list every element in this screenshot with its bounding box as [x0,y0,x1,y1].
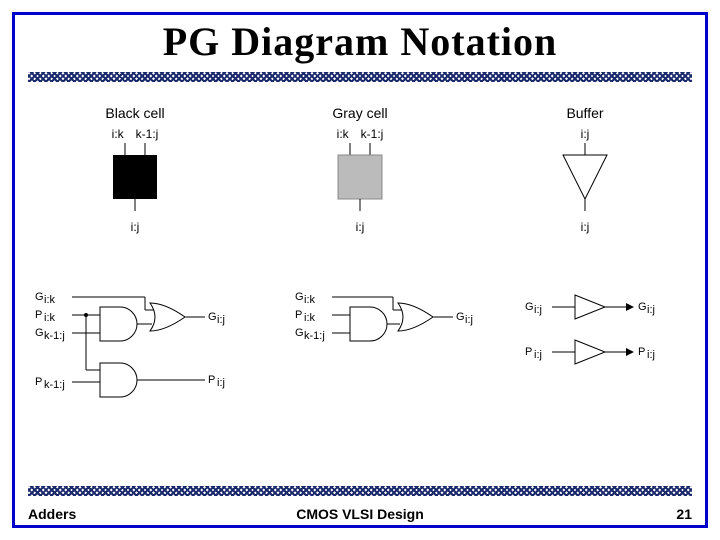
buffer-gates-icon: Gi:j Gi:j Pi:j Pi:j [520,285,690,385]
svg-text:P: P [35,309,42,321]
black-cell-gates: Gi:k Pi:k Gk-1:j Pk-1:j [30,285,260,425]
gray-cell-gates: Gi:k Pi:k Gk-1:j Gi:j [290,285,490,425]
black-cell-icon [95,143,175,213]
slide-title: PG Diagram Notation [0,18,720,65]
svg-text:P: P [208,374,215,386]
svg-text:G: G [35,327,44,339]
buffer-label: Buffer [510,105,660,121]
svg-text:P: P [35,376,42,388]
gray-cell-inputs: i:k k-1:j [285,127,435,141]
svg-text:G: G [35,291,44,303]
svg-text:i:j: i:j [217,377,225,389]
svg-text:P: P [638,346,645,358]
svg-text:k-1:j: k-1:j [304,330,325,342]
black-cell-label: Black cell [60,105,210,121]
svg-text:k-1:j: k-1:j [44,330,65,342]
gray-gates-icon: Gi:k Pi:k Gk-1:j Gi:j [290,285,490,385]
buffer-in: i:j [581,127,590,141]
svg-text:G: G [456,311,465,323]
svg-text:G: G [525,301,534,313]
footer-center: CMOS VLSI Design [0,506,720,522]
gray-cell-symbol: Gray cell i:k k-1:j i:j [285,105,435,255]
slide: PG Diagram Notation Black cell i:k k-1:j… [0,0,720,540]
svg-text:G: G [295,327,304,339]
black-cell-inputs: i:k k-1:j [60,127,210,141]
buffer-gates: Gi:j Gi:j Pi:j Pi:j [520,285,690,425]
svg-text:i:j: i:j [534,349,542,361]
black-in-left: i:k [112,127,124,141]
gate-row: Gi:k Pi:k Gk-1:j Pk-1:j [30,285,690,425]
buffer-symbol: Buffer i:j i:j [510,105,660,255]
gray-cell-icon [320,143,400,213]
svg-text:P: P [295,309,302,321]
svg-text:G: G [638,301,647,313]
svg-text:i:k: i:k [304,312,316,324]
footer-right: 21 [676,506,692,522]
buffer-out: i:j [510,220,660,234]
black-in-right: k-1:j [136,127,159,141]
gray-cell-out: i:j [285,220,435,234]
svg-text:i:j: i:j [465,314,473,326]
svg-text:i:k: i:k [44,312,56,324]
svg-text:i:j: i:j [534,304,542,316]
buffer-inputs: i:j [510,127,660,141]
buffer-icon [545,143,625,213]
gray-cell-label: Gray cell [285,105,435,121]
gray-in-right: k-1:j [361,127,384,141]
svg-text:i:j: i:j [647,349,655,361]
svg-text:G: G [295,291,304,303]
divider-bottom [28,486,692,496]
gray-in-left: i:k [337,127,349,141]
diagram-area: Black cell i:k k-1:j i:j Gray cell i:k [60,105,660,470]
svg-text:i:k: i:k [304,294,316,306]
svg-text:i:j: i:j [217,314,225,326]
symbol-row: Black cell i:k k-1:j i:j Gray cell i:k [60,105,660,255]
svg-text:i:k: i:k [44,294,56,306]
black-cell-out: i:j [60,220,210,234]
svg-text:k-1:j: k-1:j [44,379,65,391]
divider-top [28,72,692,82]
black-cell-symbol: Black cell i:k k-1:j i:j [60,105,210,255]
black-gates-icon: Gi:k Pi:k Gk-1:j Pk-1:j [30,285,260,425]
svg-text:i:j: i:j [647,304,655,316]
svg-text:G: G [208,311,217,323]
svg-text:P: P [525,346,532,358]
